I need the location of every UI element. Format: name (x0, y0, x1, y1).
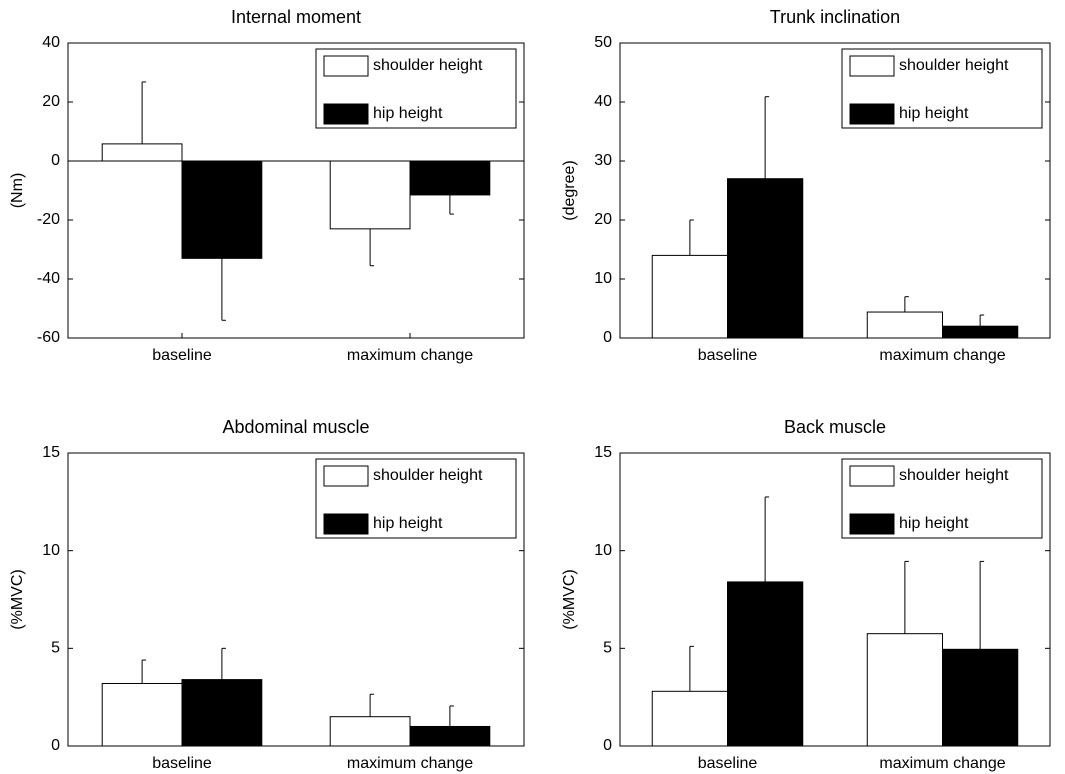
x-tick-label: baseline (698, 347, 758, 364)
error-bar (449, 705, 454, 727)
y-tick-label: 50 (594, 34, 612, 51)
y-axis-label: (degree) (561, 160, 578, 220)
y-tick-label: 0 (51, 737, 60, 754)
error-bar (764, 496, 770, 582)
legend-swatch (323, 55, 369, 77)
bar (866, 633, 943, 747)
error-bar (689, 645, 694, 692)
y-axis-label: (Nm) (9, 173, 26, 209)
bar (329, 160, 411, 230)
x-tick-label: maximum change (347, 347, 473, 364)
bar (942, 648, 1019, 747)
bar (101, 143, 183, 162)
bar (181, 160, 263, 259)
error-bar (979, 560, 985, 650)
bar (409, 160, 491, 196)
legend-swatch (849, 513, 895, 535)
bar (651, 690, 728, 747)
legend-swatch (849, 103, 895, 125)
legend-label: hip height (899, 515, 969, 532)
error-bar (141, 659, 147, 684)
legend-label: shoulder height (899, 467, 1009, 484)
y-tick-label: 20 (42, 93, 60, 110)
legend-label: hip height (373, 515, 443, 532)
y-tick-label: -40 (37, 270, 60, 287)
legend-label: shoulder height (899, 57, 1009, 74)
bar (727, 178, 804, 339)
y-tick-label: 15 (42, 444, 60, 461)
error-bar (764, 96, 770, 179)
bar (181, 679, 263, 747)
y-axis-label: (%MVC) (9, 569, 26, 629)
error-bar (904, 560, 909, 634)
y-tick-label: 40 (594, 93, 612, 110)
y-tick-label: 30 (594, 152, 612, 169)
chart-title: Abdominal muscle (222, 417, 369, 437)
bar (101, 682, 183, 747)
error-bar (369, 228, 375, 267)
legend-swatch (849, 465, 895, 487)
error-bar (221, 258, 226, 321)
legend-label: shoulder height (373, 57, 483, 74)
bar (409, 725, 491, 747)
error-bar (221, 647, 226, 680)
y-tick-label: 0 (603, 329, 612, 346)
bar (727, 581, 804, 747)
x-tick-label: baseline (698, 755, 758, 772)
error-bar (689, 219, 694, 256)
legend-label: hip height (899, 105, 969, 122)
error-bar (979, 314, 985, 327)
error-bar (141, 81, 147, 144)
y-tick-label: 10 (594, 270, 612, 287)
bar (651, 254, 728, 339)
chart-title: Internal moment (231, 7, 361, 27)
legend-swatch (323, 103, 369, 125)
chart-title: Back muscle (784, 417, 886, 437)
y-tick-label: -60 (37, 329, 60, 346)
error-bar (369, 693, 375, 717)
x-tick-label: baseline (152, 755, 212, 772)
y-tick-label: 5 (51, 640, 60, 657)
y-tick-label: 0 (603, 737, 612, 754)
bar (866, 311, 943, 339)
legend-swatch (323, 465, 369, 487)
legend-label: hip height (373, 105, 443, 122)
error-bar (904, 296, 909, 313)
bar (942, 325, 1019, 339)
x-tick-label: maximum change (879, 347, 1005, 364)
chart-title: Trunk inclination (770, 7, 900, 27)
bar (329, 716, 411, 747)
legend-swatch (849, 55, 895, 77)
y-tick-label: 10 (594, 542, 612, 559)
x-tick-label: maximum change (879, 755, 1005, 772)
y-tick-label: 15 (594, 444, 612, 461)
legend-label: shoulder height (373, 467, 483, 484)
error-bar (449, 194, 454, 215)
y-tick-label: 20 (594, 211, 612, 228)
y-tick-label: 40 (42, 34, 60, 51)
y-tick-label: 0 (51, 152, 60, 169)
x-tick-label: maximum change (347, 755, 473, 772)
y-tick-label: 10 (42, 542, 60, 559)
y-axis-label: (%MVC) (561, 569, 578, 629)
y-tick-label: -20 (37, 211, 60, 228)
y-tick-label: 5 (603, 640, 612, 657)
legend-swatch (323, 513, 369, 535)
x-tick-label: baseline (152, 347, 212, 364)
